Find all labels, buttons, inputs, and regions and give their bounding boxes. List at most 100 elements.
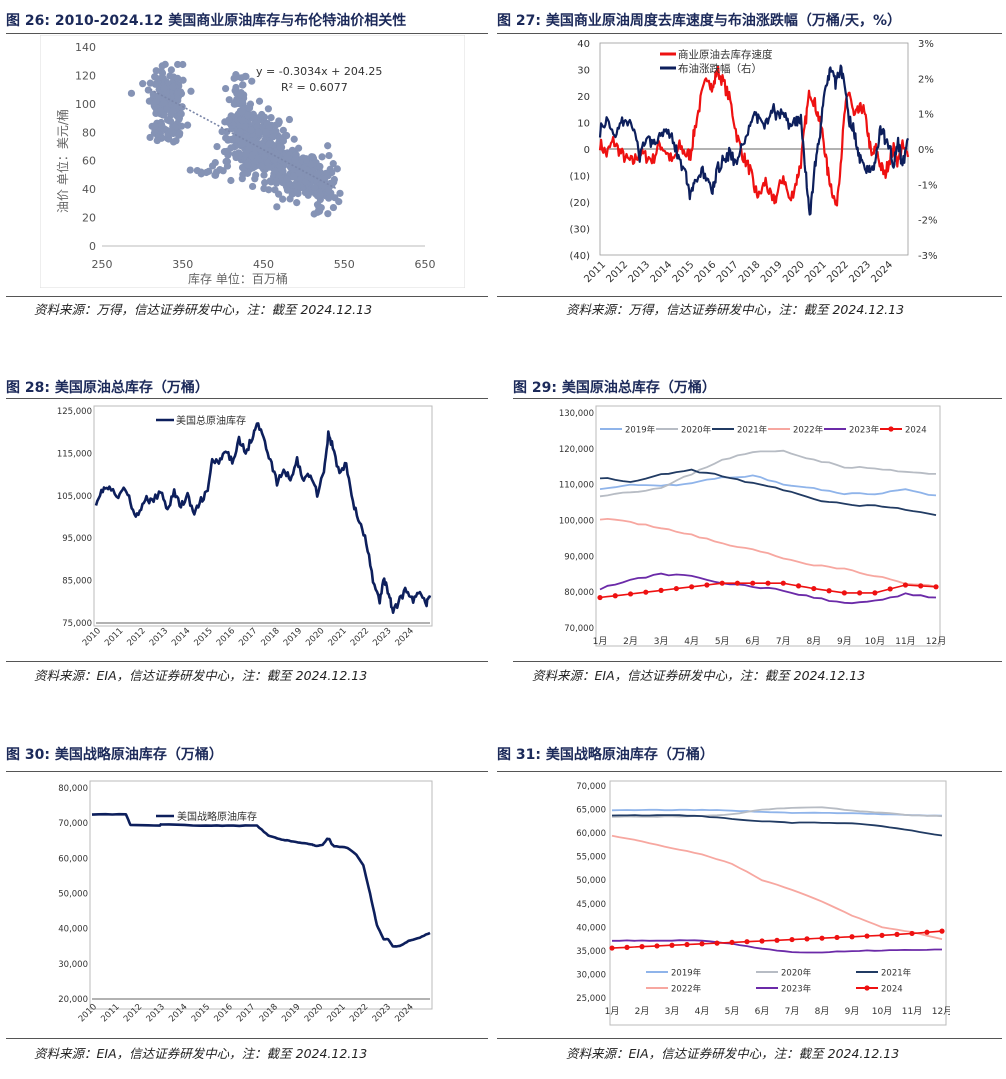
fig28-legend-label: 美国总原油库存 <box>176 414 246 427</box>
fig26-point <box>242 72 250 81</box>
fig26-point <box>220 148 229 156</box>
fig30-caption-rule <box>6 771 488 772</box>
fig27-xtick-label: 2023 <box>847 259 873 285</box>
fig31-legend-marker <box>864 985 870 991</box>
fig31-series-2024-marker <box>894 931 900 937</box>
fig28-xtick-label: 2014 <box>170 626 192 648</box>
fig26-point <box>283 175 291 183</box>
fig26-r2: R² = 0.6077 <box>281 81 348 94</box>
fig29-legend-marker <box>888 426 894 432</box>
fig26-point <box>243 169 252 177</box>
fig26-point <box>313 170 322 178</box>
fig27-ytick-label: 30 <box>577 66 590 77</box>
fig29-source: 资料来源：EIA，信达证券研发中心，注：截至 2024.12.13 <box>532 668 866 683</box>
fig26-point <box>275 190 283 198</box>
fig26-point <box>243 161 252 169</box>
fig31-xtick-label: 11月 <box>902 1006 922 1017</box>
fig29-legend-label: 2024 <box>905 426 927 436</box>
fig31-series-2024-marker <box>699 941 705 947</box>
fig28-caption-rule <box>6 398 488 399</box>
fig27-y2tick-label: 3% <box>918 39 934 50</box>
fig27-ytick-label: (10) <box>569 172 590 183</box>
fig27-xtick-label: 2022 <box>825 259 851 285</box>
fig27-xtick-label: 2015 <box>671 259 697 285</box>
fig31-series-2024-marker <box>654 943 660 949</box>
fig26-point <box>248 152 256 160</box>
fig30-xtick-label: 2024 <box>393 1002 415 1024</box>
fig29-series-2024-marker <box>597 594 603 601</box>
fig29-xtick-label: 1月 <box>593 636 608 647</box>
fig27-source: 资料来源：万得，信达证券研发中心，注：截至 2024.12.13 <box>566 302 905 317</box>
fig28-xtick-label: 2022 <box>349 626 371 648</box>
fig26-point <box>260 113 269 121</box>
fig26-point <box>267 114 275 122</box>
fig29-ytick-label: 130,000 <box>559 409 594 419</box>
fig26-point <box>247 126 255 134</box>
fig26-point <box>179 60 187 69</box>
fig26-point <box>324 210 332 218</box>
fig26-point <box>127 89 136 97</box>
fig26-point <box>151 80 160 88</box>
fig31-xtick-label: 3月 <box>665 1006 680 1017</box>
fig26-point <box>238 116 246 125</box>
fig29-series-2024-marker <box>780 580 786 586</box>
fig29-ytick-label: 100,000 <box>559 517 594 527</box>
fig26-point <box>244 111 252 119</box>
fig31-series-2024-marker <box>924 929 930 935</box>
fig27-y2tick-label: -2% <box>918 216 937 227</box>
fig30-xtick-label: 2017 <box>235 1002 257 1024</box>
fig26-point <box>222 84 230 93</box>
fig26-point <box>264 105 272 113</box>
fig29-ytick-label: 110,000 <box>559 481 594 491</box>
fig26-point <box>174 74 182 82</box>
fig31-ytick-label: 45,000 <box>576 900 606 910</box>
fig29-series-2024-marker <box>933 584 939 590</box>
fig31-series-2024-marker <box>879 932 885 938</box>
fig31-series-2021年 <box>611 814 943 837</box>
fig26-point <box>158 121 166 129</box>
fig26-point <box>166 72 174 80</box>
fig26-point <box>325 151 333 160</box>
fig26-point <box>329 160 337 168</box>
fig29-xtick-label: 4月 <box>684 636 699 647</box>
fig26-point <box>260 184 268 193</box>
fig26-xlabel: 库存 单位：百万桶 <box>188 271 288 286</box>
fig29-series-2020年 <box>599 449 937 498</box>
fig26-ytick-label: 120 <box>75 69 96 82</box>
fig26-point <box>260 171 268 179</box>
fig26-point <box>261 179 269 187</box>
fig26-point <box>294 144 303 152</box>
fig28-series-line <box>94 422 432 614</box>
fig27-caption: 图 27: 美国商业原油周度去库速度与布油涨跌幅（万桶/天，%） <box>497 13 901 29</box>
fig26-point <box>283 131 291 140</box>
fig26-point <box>169 138 178 146</box>
fig26-point <box>310 183 319 192</box>
fig26-point <box>302 155 310 163</box>
fig27-xtick-label: 2018 <box>737 259 763 285</box>
fig30-xtick-label: 2018 <box>258 1002 280 1024</box>
fig26-trendline <box>150 88 337 190</box>
fig26-point <box>253 122 261 131</box>
fig29-series-2024-marker <box>887 586 893 592</box>
fig30-source: 资料来源：EIA，信达证券研发中心，注：截至 2024.12.13 <box>34 1046 368 1061</box>
fig26-point <box>146 133 154 142</box>
fig29-series-2024-marker <box>841 590 847 596</box>
fig26-point <box>167 66 175 74</box>
fig26-point <box>307 161 315 169</box>
fig26-point <box>309 153 317 161</box>
fig26-point <box>242 150 251 158</box>
fig30-ytick-label: 30,000 <box>58 960 88 970</box>
fig31-ytick-label: 30,000 <box>576 970 606 980</box>
fig28-xtick-label: 2012 <box>125 626 147 648</box>
fig28-ytick-label: 125,000 <box>57 407 92 417</box>
fig28-ytick-label: 75,000 <box>62 619 92 629</box>
fig30-ytick-label: 20,000 <box>58 995 88 1005</box>
fig26-point <box>251 175 259 183</box>
fig29-xtick-label: 7月 <box>776 636 791 647</box>
fig29-series-2024-marker <box>704 582 710 588</box>
fig31-series-2024-marker <box>609 945 615 951</box>
fig26-point <box>157 107 165 115</box>
fig29-series-2024-marker <box>857 590 863 596</box>
fig28-xtick-label: 2024 <box>394 626 416 648</box>
fig26-point <box>272 177 280 185</box>
